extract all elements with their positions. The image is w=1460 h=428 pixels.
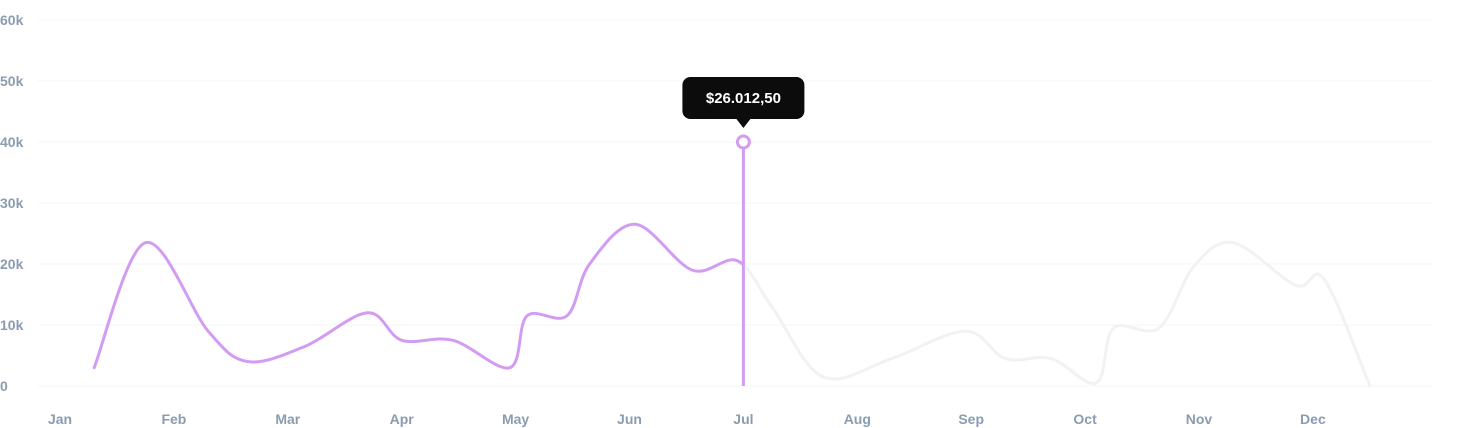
tooltip-arrow <box>736 119 751 128</box>
x-tick-label: Oct <box>1073 411 1097 427</box>
hover-cursor[interactable] <box>735 134 751 386</box>
x-tick-label: Feb <box>161 411 186 427</box>
x-tick-label: Sep <box>958 411 984 427</box>
y-tick-label: 20k <box>0 256 24 272</box>
x-tick-label: Jan <box>48 411 72 427</box>
x-tick-label: Mar <box>275 411 300 427</box>
x-tick-label: Jul <box>733 411 753 427</box>
tooltip-value: $26.012,50 <box>706 90 781 107</box>
x-tick-label: Aug <box>844 411 871 427</box>
tooltip-box <box>682 77 805 119</box>
y-tick-label: 30k <box>0 195 24 211</box>
y-tick-label: 0 <box>0 378 8 394</box>
y-tick-label: 60k <box>0 12 24 28</box>
x-tick-label: Jun <box>617 411 642 427</box>
cursor-marker[interactable] <box>735 134 751 150</box>
y-axis-ticks: 0 10k 20k 30k 40k 50k 60k <box>0 12 24 394</box>
series-layer <box>92 222 1372 388</box>
x-axis-ticks: Jan Feb Mar Apr May Jun Jul Aug Sep Oct Nov Dec <box>48 411 1326 427</box>
value-tooltip: $26.012,50 <box>682 77 805 128</box>
y-tick-label: 10k <box>0 317 24 333</box>
y-tick-label: 50k <box>0 73 24 89</box>
series-line-inactive <box>743 240 1372 388</box>
series-line-active <box>92 222 744 370</box>
y-tick-label: 40k <box>0 134 24 150</box>
x-tick-label: Nov <box>1186 411 1213 427</box>
x-tick-label: Apr <box>390 411 415 427</box>
x-tick-label: Dec <box>1300 411 1326 427</box>
grid-layer <box>38 19 1432 387</box>
x-tick-label: May <box>502 411 529 427</box>
